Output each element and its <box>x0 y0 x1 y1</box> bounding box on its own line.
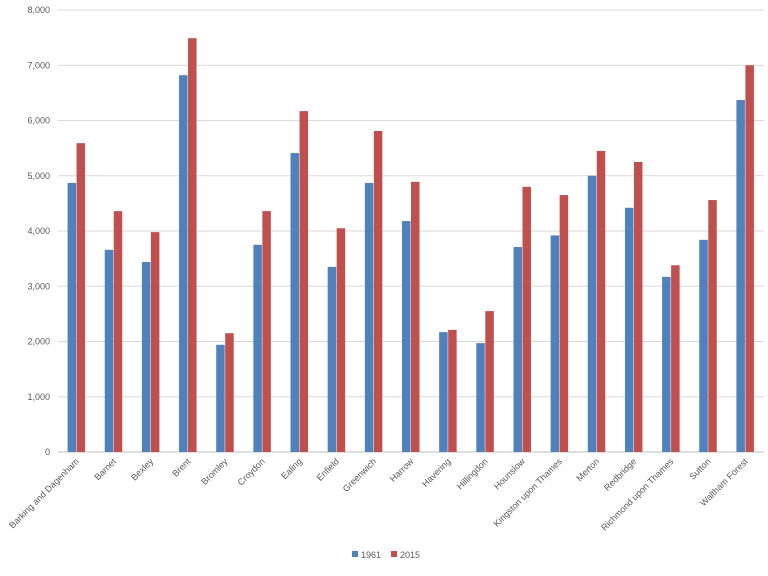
x-tick-label: Merton <box>574 456 601 483</box>
bar-1961 <box>216 344 225 452</box>
bar-2015 <box>299 111 309 453</box>
bar-2015 <box>485 311 494 452</box>
x-tick-label: Brent <box>170 456 193 479</box>
bar-2015 <box>150 232 160 452</box>
y-tick-label: 4,000 <box>27 226 50 236</box>
bar-1961 <box>179 75 188 452</box>
bar-2015 <box>411 181 420 452</box>
bar-1961 <box>327 266 337 452</box>
bar-2015 <box>633 161 643 452</box>
x-tick-label: Greenwich <box>341 456 378 493</box>
bar-1961 <box>402 221 411 452</box>
bar-2015 <box>745 65 754 452</box>
bar-2015 <box>708 200 717 452</box>
bar-1961 <box>587 175 597 452</box>
y-tick-label: 2,000 <box>27 337 50 347</box>
legend-swatch-2015 <box>391 551 397 557</box>
y-axis: 0 1,000 2,000 3,000 4,000 5,000 6,000 7,000 8,00… <box>27 5 50 457</box>
x-tick-label: Barnet <box>92 456 118 482</box>
x-tick-label: Redbridge <box>602 456 638 492</box>
bar-1961 <box>439 332 448 452</box>
bar-2015 <box>188 38 197 453</box>
bar-1961 <box>67 182 77 452</box>
x-tick-label: Croydon <box>236 456 267 487</box>
x-tick-label: Havering <box>420 456 453 489</box>
x-tick-label: Kingston upon Thames <box>492 456 565 529</box>
legend-label: 1961 <box>361 550 381 560</box>
bar-1961 <box>104 249 114 452</box>
bar-2015 <box>559 195 569 452</box>
bar-2015 <box>596 150 606 452</box>
y-tick-label: 7,000 <box>27 60 50 70</box>
bar-2015 <box>113 211 123 452</box>
x-tick-label: Harrow <box>388 456 416 484</box>
y-tick-label: 1,000 <box>27 392 50 402</box>
bar-1961 <box>699 239 708 452</box>
x-tick-label: Bexley <box>129 456 156 483</box>
y-tick-label: 0 <box>45 447 50 457</box>
y-tick-label: 8,000 <box>27 5 50 15</box>
bar-1961 <box>364 182 374 452</box>
bar-2015 <box>262 211 271 452</box>
x-tick-label: Enfield <box>315 456 342 483</box>
bar-2015 <box>225 333 234 452</box>
bar-1961 <box>662 276 671 452</box>
bar-1961 <box>253 244 262 452</box>
x-tick-label: Hillingdon <box>455 456 490 491</box>
bars <box>67 38 754 453</box>
x-tick-label: Richmond upon Thames <box>599 456 676 533</box>
bar-1961 <box>550 235 560 452</box>
bar-2015 <box>373 130 383 452</box>
bar-1961 <box>513 247 522 452</box>
bar-1961 <box>290 153 300 452</box>
x-tick-label: Ealing <box>279 456 304 481</box>
legend-label: 2015 <box>400 550 420 560</box>
y-tick-label: 5,000 <box>27 171 50 181</box>
legend: 1961 2015 <box>352 550 420 560</box>
bar-2015 <box>448 329 457 452</box>
x-tick-label: Sutton <box>687 456 712 481</box>
bar-1961 <box>624 207 634 452</box>
bar-1961 <box>476 343 485 452</box>
y-tick-label: 3,000 <box>27 281 50 291</box>
x-axis: Barking and Dagenham Barnet Bexley Brent Bro… <box>7 456 750 533</box>
x-tick-label: Barking and Dagenham <box>7 456 81 530</box>
bar-2015 <box>671 265 680 452</box>
bar-1961 <box>736 100 745 453</box>
x-tick-label: Hounslow <box>492 456 527 491</box>
bar-2015 <box>522 186 531 453</box>
y-tick-label: 6,000 <box>27 116 50 126</box>
legend-swatch-1961 <box>352 551 358 557</box>
bar-2015 <box>76 143 86 452</box>
bar-1961 <box>141 261 151 452</box>
x-tick-label: Bromley <box>199 456 230 487</box>
bar-2015 <box>336 228 346 452</box>
